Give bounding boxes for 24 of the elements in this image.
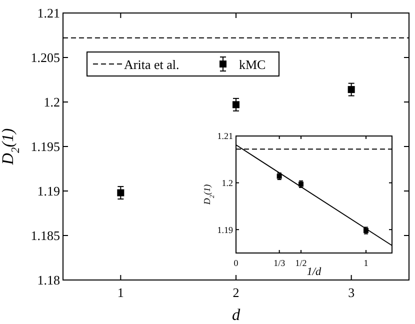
- y-tick-label: 1.19: [37, 184, 60, 199]
- y-tick-label: 1.185: [30, 228, 60, 244]
- x-tick-label: 1: [364, 258, 368, 268]
- y-tick-label: 1.2: [222, 178, 233, 188]
- point: [117, 189, 124, 196]
- x-tick-label: 0: [234, 258, 239, 268]
- x-tick-label: 1/3: [274, 258, 286, 268]
- x-tick-label: 2: [232, 285, 240, 300]
- x-axis-title: d: [232, 306, 241, 324]
- y-tick-label: 1.18: [37, 272, 60, 288]
- y-tick-label: 1.2: [44, 94, 60, 110]
- y-tick-label: 1.21: [37, 6, 60, 21]
- y-tick-label: 1.19: [217, 224, 234, 235]
- legend-label: Arita et al.: [124, 57, 180, 72]
- y-tick-label: 1.195: [30, 139, 60, 154]
- y-tick-label: 1.21: [217, 131, 233, 142]
- y-tick-label: 1.205: [30, 50, 60, 66]
- legend-label: kMC: [239, 57, 266, 72]
- x-axis-title: 1/d: [306, 266, 322, 278]
- x-tick-label: 1/2: [295, 258, 307, 268]
- point: [232, 101, 240, 108]
- x-tick-label: 3: [348, 285, 355, 300]
- x-tick-label: 1: [117, 285, 124, 300]
- point: [348, 86, 355, 94]
